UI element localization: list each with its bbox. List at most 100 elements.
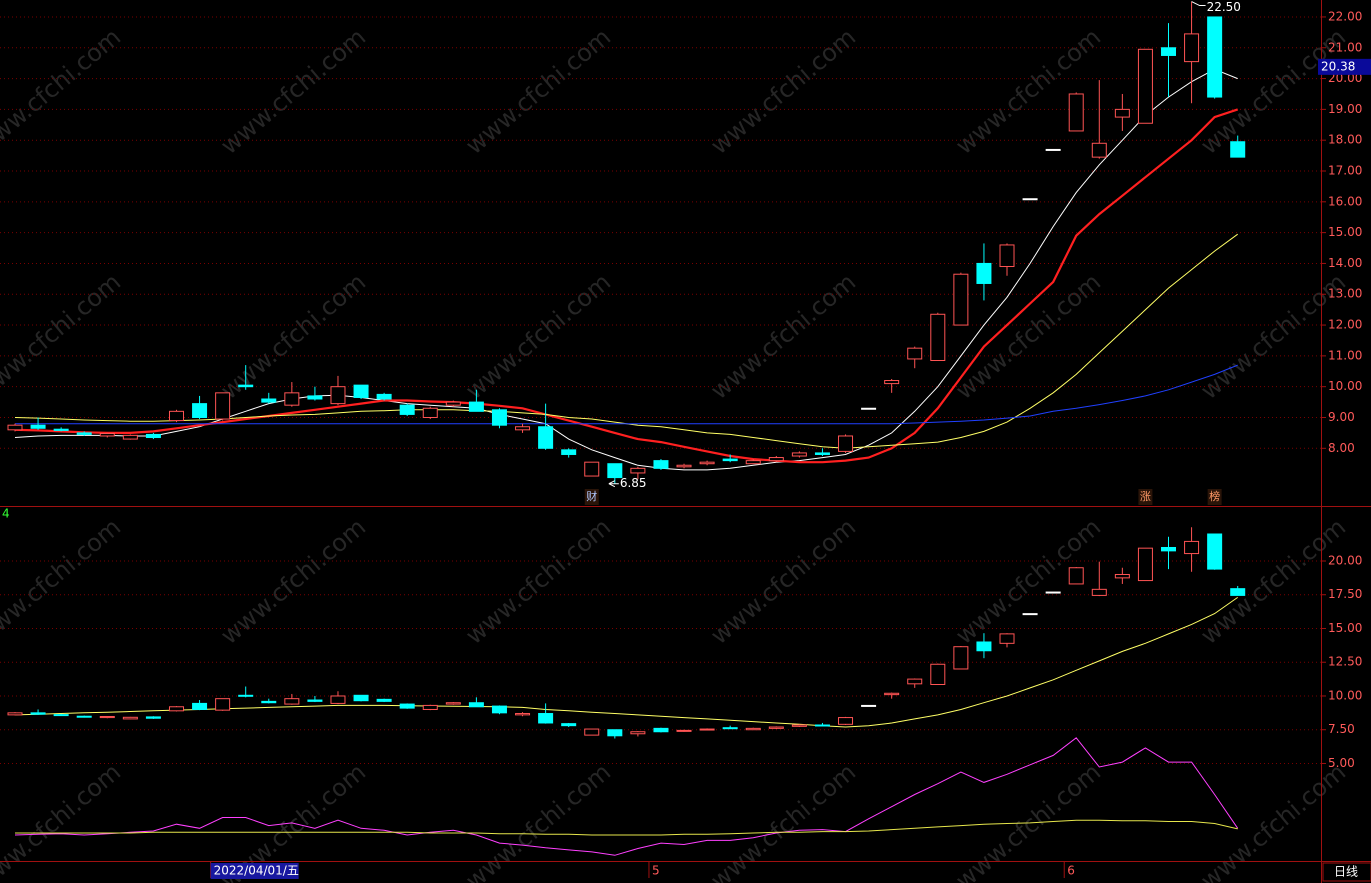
high-arrow — [1191, 1, 1206, 7]
candle-body — [168, 706, 184, 712]
candle-body — [99, 433, 115, 437]
candle-body — [538, 713, 554, 724]
candle-body — [1161, 546, 1176, 552]
candle-body — [768, 457, 784, 462]
candle-body — [538, 426, 554, 449]
candle-body — [676, 729, 692, 732]
candle-body — [468, 401, 484, 412]
candle-body — [215, 698, 231, 711]
candle-body — [791, 452, 807, 457]
low-arrow — [608, 480, 619, 488]
candle-body — [653, 460, 669, 469]
y-tick-label: 8.00 — [1328, 441, 1355, 455]
y-tick-label: 14.00 — [1328, 256, 1362, 270]
y-tick-label: 13.00 — [1328, 287, 1362, 301]
candle-body — [630, 731, 646, 735]
candle-body — [376, 393, 392, 400]
candle-body — [7, 424, 23, 431]
candle-body — [561, 449, 577, 455]
candle-body — [168, 410, 184, 422]
candle-body — [653, 727, 669, 733]
line-series — [15, 364, 1238, 425]
y-tick-label: 15.00 — [1328, 225, 1362, 239]
y-tick-label: 12.50 — [1328, 655, 1362, 669]
panel-label: 4 — [2, 507, 10, 521]
candle-body — [145, 716, 161, 719]
candle-body — [330, 695, 346, 704]
candle-body — [376, 698, 392, 702]
candle-body — [515, 713, 531, 716]
candle-body — [838, 717, 854, 725]
y-tick-label: 20.00 — [1328, 553, 1362, 567]
candle-body — [884, 692, 900, 696]
event-label: 财 — [586, 489, 597, 503]
candle-body — [1137, 547, 1153, 582]
candle-body — [122, 434, 138, 440]
candle-body — [699, 728, 715, 731]
candle-body — [491, 409, 507, 426]
candle-body — [215, 392, 231, 420]
period-box — [1322, 862, 1371, 882]
candle-body — [76, 432, 92, 435]
candle-body — [53, 714, 69, 717]
candle-body — [307, 699, 323, 702]
candle-body — [515, 426, 531, 431]
candle-body — [953, 273, 969, 326]
candle-body — [1068, 567, 1084, 585]
x-tick-label: 2022/04/01/五 — [214, 864, 299, 878]
y-tick-label: 5.00 — [1328, 756, 1355, 770]
candle-body — [261, 700, 277, 704]
event-box — [1207, 489, 1222, 505]
mark-layer: 22.50 6.85 财 涨 榜 — [7, 0, 1246, 856]
line-series — [15, 819, 1238, 836]
candle-body — [238, 694, 254, 697]
candle-body — [745, 727, 761, 731]
candle-body — [930, 313, 946, 361]
y-tick-label: 9.00 — [1328, 410, 1355, 424]
candle-body — [445, 401, 461, 406]
candle-body — [630, 467, 646, 474]
period-label[interactable]: 日线 — [1334, 865, 1358, 879]
candle-body — [284, 698, 300, 705]
candle-body — [838, 435, 854, 452]
candle-body — [1045, 591, 1061, 594]
candle-body — [7, 712, 23, 716]
candle-body — [468, 702, 484, 708]
candle-body — [238, 384, 254, 388]
candle-body — [491, 705, 507, 714]
event-box — [1138, 489, 1153, 505]
y-tick-label: 11.00 — [1328, 348, 1362, 362]
candle-body — [145, 433, 161, 439]
candle-body — [861, 704, 877, 707]
low-label: 6.85 — [620, 476, 647, 490]
candle-body — [584, 461, 600, 477]
candle-body — [884, 380, 900, 385]
candle-body — [1137, 48, 1153, 124]
x-label-highlight — [210, 863, 299, 879]
candle-body — [192, 403, 208, 418]
line-series — [14, 108, 1239, 464]
y-tick-label: 7.50 — [1328, 722, 1355, 736]
event-label: 榜 — [1209, 489, 1220, 503]
candle-body — [699, 461, 715, 465]
candle-body — [1184, 33, 1200, 63]
y-tick-label: 15.00 — [1328, 621, 1362, 635]
event-box — [584, 489, 599, 505]
y-tick-label: 17.50 — [1328, 587, 1362, 601]
candle-body — [1022, 198, 1038, 201]
y-tick-label: 16.00 — [1328, 194, 1362, 208]
candle-body — [676, 464, 692, 468]
event-label: 涨 — [1140, 490, 1151, 503]
candle-body — [976, 262, 992, 284]
candle-body — [399, 703, 415, 709]
candle-body — [1184, 540, 1200, 555]
candle-body — [999, 244, 1015, 268]
line-series — [14, 68, 1238, 471]
candle-body — [1114, 573, 1130, 579]
y-tick-label: 12.00 — [1328, 318, 1362, 332]
candle-body — [722, 727, 738, 730]
current-price-box — [1318, 58, 1371, 75]
candle-body — [1091, 588, 1107, 596]
